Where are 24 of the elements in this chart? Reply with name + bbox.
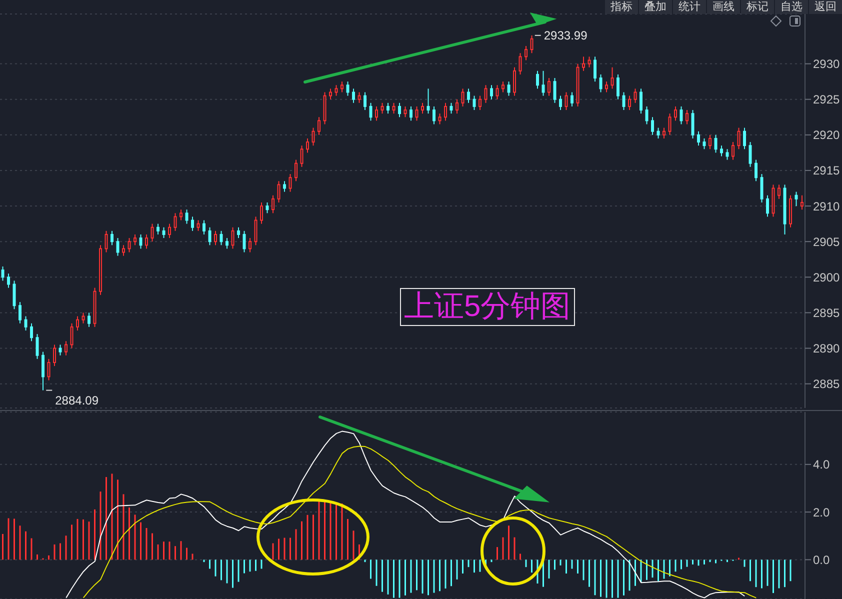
y-tick-label: 2910 <box>813 199 840 214</box>
text: 返回 <box>809 0 842 14</box>
y-tick-label: 4.0 <box>813 458 830 472</box>
y-tick-label: 2.0 <box>813 505 830 520</box>
text: 叠加 <box>639 0 672 14</box>
y-tick-label: 2890 <box>813 342 840 356</box>
annotation: 2933.99 <box>544 28 588 42</box>
y-tick-label: 2895 <box>813 306 840 320</box>
y-tick-label: 2885 <box>813 377 840 392</box>
y-tick-label: 2925 <box>813 92 840 107</box>
y-tick-label: 2920 <box>813 128 840 142</box>
text: 画线 <box>707 0 740 14</box>
candlestick <box>542 70 545 96</box>
annotation: 2884.09 <box>55 393 99 408</box>
y-tick-label: 2915 <box>813 164 840 178</box>
annotation: 上证5分钟图 <box>400 288 575 326</box>
y-tick-label: 0.0 <box>813 552 830 567</box>
text: 标记 <box>741 0 774 14</box>
y-tick-label: 2905 <box>813 234 840 249</box>
y-tick-label: 2930 <box>813 57 840 72</box>
y-tick-label: 2900 <box>813 270 840 284</box>
text: 自选 <box>775 0 808 14</box>
text: 统计 <box>673 0 706 14</box>
text: 指标 <box>605 0 638 14</box>
